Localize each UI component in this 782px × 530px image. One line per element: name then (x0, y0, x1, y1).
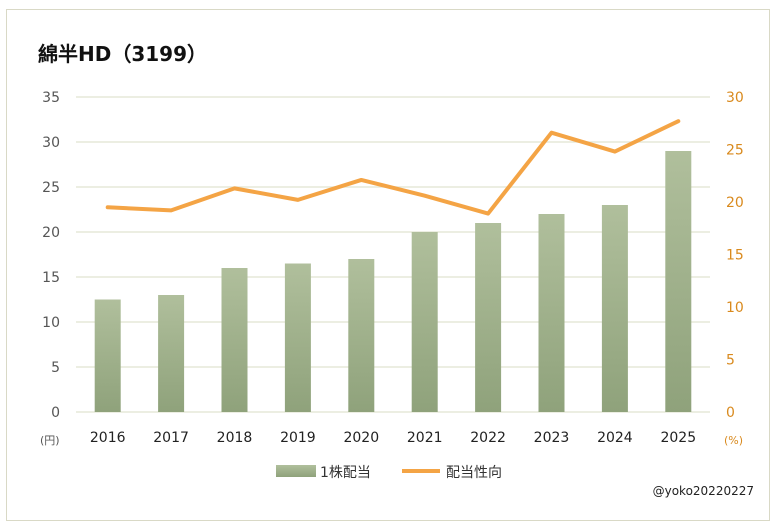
line-series (105, 119, 681, 216)
x-tick-label: 2020 (343, 430, 379, 446)
right-tick-label: 20 (726, 195, 744, 211)
x-tick-label: 2018 (217, 430, 253, 446)
chart-title: 綿半HD（3199） (38, 42, 208, 66)
left-tick-label: 15 (42, 270, 60, 286)
x-tick-label: 2023 (534, 430, 570, 446)
bar-2016 (94, 299, 121, 412)
left-tick-label: 20 (42, 225, 60, 241)
right-tick-label: 30 (726, 90, 744, 106)
bar-2025 (665, 151, 692, 412)
right-tick-label: 15 (726, 248, 744, 264)
right-axis-unit: (%) (724, 434, 743, 447)
bar-2018 (221, 268, 248, 412)
legend-label-line: 配当性向 (446, 465, 502, 481)
left-axis-unit: (円) (40, 434, 60, 447)
x-tick-label: 2017 (153, 430, 189, 446)
x-tick-label: 2024 (597, 430, 633, 446)
bar-2022 (475, 223, 502, 412)
bar-2017 (158, 295, 185, 412)
left-tick-label: 0 (51, 405, 60, 421)
bar-2019 (284, 263, 311, 412)
x-tick-label: 2022 (470, 430, 506, 446)
right-tick-label: 0 (726, 405, 735, 421)
left-tick-label: 5 (51, 360, 60, 376)
bar-2021 (411, 232, 438, 412)
x-tick-label: 2021 (407, 430, 443, 446)
left-tick-label: 10 (42, 315, 60, 331)
right-tick-label: 25 (726, 143, 744, 159)
right-tick-label: 5 (726, 353, 735, 369)
bar-2024 (601, 205, 628, 412)
credit-text: @yoko20220227 (652, 484, 754, 498)
left-tick-label: 25 (42, 180, 60, 196)
legend-label-bar: 1株配当 (320, 465, 371, 481)
chart-frame (6, 9, 770, 521)
x-tick-label: 2016 (90, 430, 126, 446)
bar-2020 (348, 259, 375, 412)
bar-2023 (538, 214, 565, 412)
left-tick-label: 35 (42, 90, 60, 106)
legend-swatch-bar (276, 465, 316, 477)
x-tick-label: 2025 (660, 430, 696, 446)
right-tick-label: 10 (726, 300, 744, 316)
x-tick-label: 2019 (280, 430, 316, 446)
left-tick-label: 30 (42, 135, 60, 151)
